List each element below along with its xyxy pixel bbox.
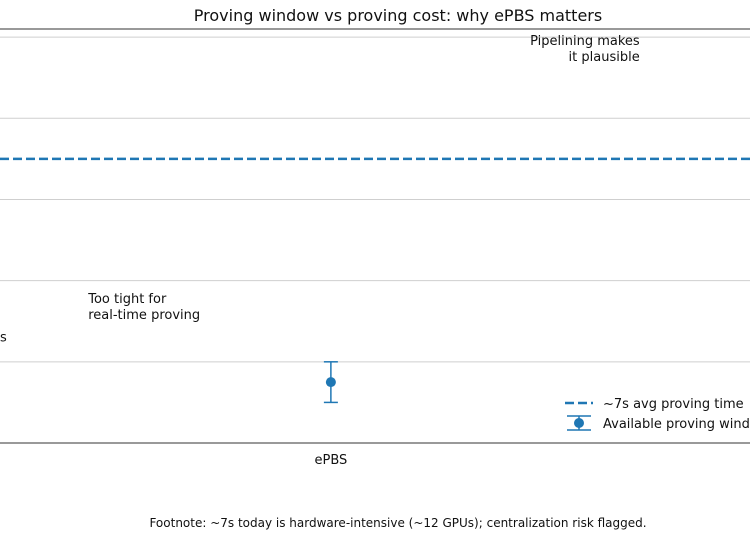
annotation-text: Too tight for [87,292,167,307]
footnote: Footnote: ~7s today is hardware-intensiv… [149,516,646,530]
legend-swatch-point [574,418,584,428]
errorbar-point [325,377,336,388]
annotation-text: Pipelining makes [530,34,640,49]
chart-title: Proving window vs proving cost: why ePBS… [194,6,602,25]
data-marks [323,361,338,404]
legend: ~7s avg proving time Available proving wi… [565,397,750,432]
annotation-text: real-time proving [88,308,200,323]
annotation-text: s [0,331,7,346]
legend-label: Available proving window [603,417,750,432]
annotation-text: it plausible [569,50,640,65]
grid [0,36,750,363]
legend-label: ~7s avg proving time [603,397,744,412]
x-tick-label: ePBS [314,453,347,468]
x-ticks: ePBS [314,453,347,468]
